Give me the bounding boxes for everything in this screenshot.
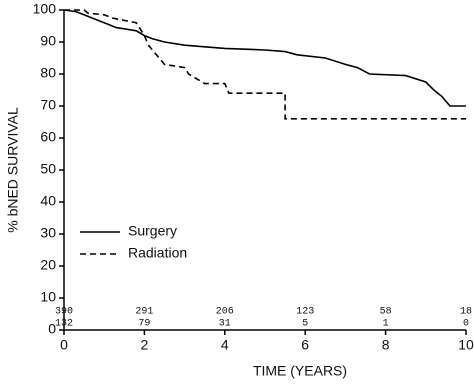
y-tick-label: 100 [33,1,57,17]
x-axis-title: TIME (YEARS) [253,363,347,379]
at-risk-count: 5 [302,319,308,330]
survival-curve [64,9,466,120]
at-risk-count: 58 [380,307,392,318]
y-tick-label: 70 [40,97,56,113]
at-risk-count: 123 [296,307,314,318]
x-tick-label: 4 [221,337,229,353]
y-axis-title: % bNED SURVIVAL [5,107,21,233]
y-tick-label: 0 [48,321,56,337]
survival-curve [63,9,466,107]
at-risk-count: 0 [463,319,469,330]
legend-label: Radiation [128,245,187,261]
x-tick-label: 6 [301,337,309,353]
x-tick-label: 2 [141,337,149,353]
at-risk-count: 79 [138,319,150,330]
at-risk-count: 206 [216,307,234,318]
y-tick-label: 50 [40,161,56,177]
at-risk-count: 31 [219,319,231,330]
y-tick-label: 30 [40,225,56,241]
at-risk-count: 291 [135,307,153,318]
y-tick-label: 20 [40,257,56,273]
y-tick-label: 40 [40,193,56,209]
x-tick-label: 10 [458,337,474,353]
at-risk-count: 18 [460,307,472,318]
x-tick-label: 8 [382,337,390,353]
at-risk-count: 390 [55,307,73,318]
y-tick-label: 60 [40,129,56,145]
at-risk-count: 132 [55,319,73,330]
legend-label: Surgery [128,223,177,239]
y-tick-label: 90 [40,33,56,49]
y-tick-label: 80 [40,65,56,81]
y-tick-label: 10 [40,289,56,305]
x-tick-label: 0 [60,337,68,353]
at-risk-count: 1 [383,319,389,330]
